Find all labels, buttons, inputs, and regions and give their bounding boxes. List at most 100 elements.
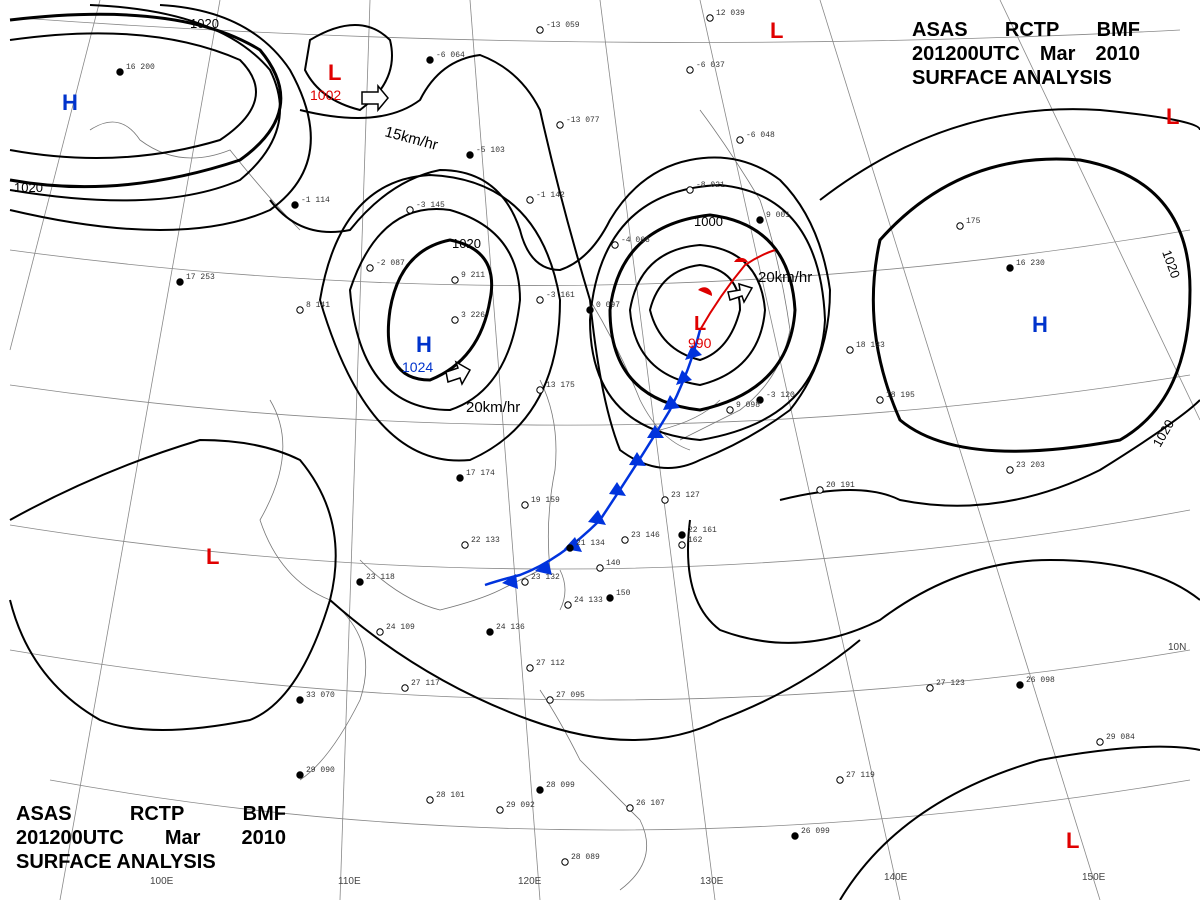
station-data: -3 145 <box>416 201 445 210</box>
header-title: SURFACE ANALYSIS <box>16 851 216 873</box>
station-circle <box>426 796 434 804</box>
station-circle <box>466 151 474 159</box>
station-circle <box>756 216 764 224</box>
motion-label: 20km/hr <box>466 399 520 416</box>
station-data: 26 099 <box>801 827 830 836</box>
low-value: 1002 <box>310 87 341 103</box>
station-data: 28 101 <box>436 791 465 800</box>
longitude-label: 110E <box>338 876 361 887</box>
station-circle <box>836 776 844 784</box>
low-symbol: L <box>1066 828 1079 853</box>
station-data: 29 084 <box>1106 733 1135 742</box>
station-data: 33 070 <box>306 691 335 700</box>
station-circle <box>756 396 764 404</box>
station-data: 23 203 <box>1016 461 1045 470</box>
station-circle <box>406 206 414 214</box>
station-plots: 16 200 -13 059 12 039 -6 064 -6 037 -13 077 -5… <box>116 9 1135 866</box>
isobar-label: 1000 <box>694 214 723 229</box>
station-circle <box>1096 738 1104 746</box>
station-circle <box>1016 681 1024 689</box>
longitude-label: 150E <box>1082 872 1106 883</box>
station-data: 22 161 <box>688 526 717 535</box>
station-circle <box>611 241 619 249</box>
motion-arrows <box>361 83 754 386</box>
station-circle <box>291 201 299 209</box>
header-station: RCTP <box>1004 19 1060 41</box>
station-data: -3 120 <box>766 391 795 400</box>
station-data: -6 037 <box>696 61 725 70</box>
station-circle <box>426 56 434 64</box>
header-agency: ASAS <box>16 803 72 825</box>
station-circle <box>536 296 544 304</box>
station-data: -6 048 <box>746 131 775 140</box>
station-data: 29 092 <box>506 801 535 810</box>
header-office: BMF <box>1096 19 1140 41</box>
station-circle <box>296 771 304 779</box>
motion-label: 20km/hr <box>758 269 812 286</box>
station-data: 23 146 <box>631 531 660 540</box>
isobar-label: 1020 <box>1159 248 1183 280</box>
station-circle <box>451 276 459 284</box>
header-year: 2010 <box>241 827 286 849</box>
station-data: 9 211 <box>461 271 485 280</box>
station-circle <box>686 66 694 74</box>
station-data: 23 127 <box>671 491 700 500</box>
station-circle <box>561 858 569 866</box>
station-data: 12 039 <box>716 9 745 18</box>
station-data: 9 098 <box>736 401 760 410</box>
station-circle <box>366 264 374 272</box>
station-circle <box>606 594 614 602</box>
station-data: -6 064 <box>436 51 465 60</box>
station-data: -1 114 <box>301 196 330 205</box>
header-agency: ASAS <box>912 19 968 41</box>
high-symbol: H <box>1032 312 1048 337</box>
header-time: 201200UTC <box>16 827 124 849</box>
station-circle <box>521 501 529 509</box>
low-value: 990 <box>688 335 712 351</box>
station-data: 23 132 <box>531 573 560 582</box>
low-symbol: L <box>206 544 219 569</box>
station-data: 28 099 <box>546 781 575 790</box>
low-symbol: L <box>770 18 783 43</box>
station-data: 18 195 <box>886 391 915 400</box>
station-circle <box>376 628 384 636</box>
isobar-label: 1020 <box>190 16 219 31</box>
station-data: 0 097 <box>596 301 620 310</box>
graticule <box>9 0 1200 900</box>
isobar-label: 1020 <box>452 236 481 251</box>
station-data: 140 <box>606 559 621 568</box>
station-data: 27 095 <box>556 691 585 700</box>
station-data: -8 021 <box>696 181 725 190</box>
station-circle <box>621 536 629 544</box>
station-circle <box>461 541 469 549</box>
station-data: 29 090 <box>306 766 335 775</box>
station-data: 24 109 <box>386 623 415 632</box>
station-data: 22 133 <box>471 536 500 545</box>
station-data: 24 133 <box>574 596 603 605</box>
header-title: SURFACE ANALYSIS <box>912 67 1112 89</box>
station-circle <box>451 316 459 324</box>
station-circle <box>1006 264 1014 272</box>
station-data: -1 142 <box>536 191 565 200</box>
station-circle <box>1006 466 1014 474</box>
warm-front <box>698 249 776 331</box>
station-data: 8 141 <box>306 301 330 310</box>
motion-label: 15km/hr <box>383 123 440 153</box>
station-circle <box>521 578 529 586</box>
station-circle <box>726 406 734 414</box>
cold-front <box>484 329 702 589</box>
station-data: 24 136 <box>496 623 525 632</box>
station-circle <box>736 136 744 144</box>
station-circle <box>116 68 124 76</box>
station-data: 150 <box>616 589 631 598</box>
low-symbol: L <box>1166 104 1179 129</box>
longitude-label: 120E <box>518 876 542 887</box>
station-circle <box>176 278 184 286</box>
station-circle <box>706 14 714 22</box>
station-circle <box>486 628 494 636</box>
station-circle <box>846 346 854 354</box>
station-circle <box>296 696 304 704</box>
station-data: 175 <box>966 217 981 226</box>
station-data: 19 159 <box>531 496 560 505</box>
